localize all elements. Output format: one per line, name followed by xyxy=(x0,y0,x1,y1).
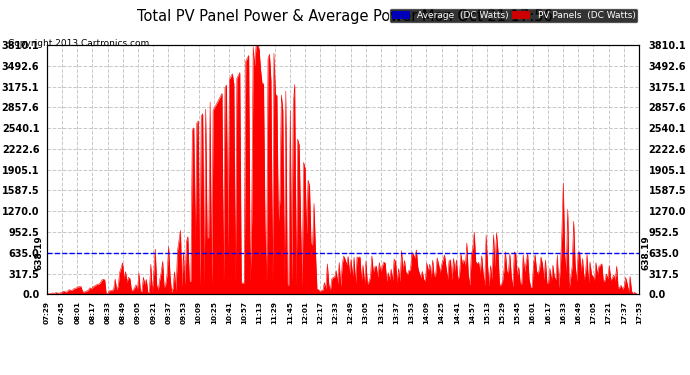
Text: Total PV Panel Power & Average Power Mon Oct 21 17:56: Total PV Panel Power & Average Power Mon… xyxy=(137,9,553,24)
Text: 638.19: 638.19 xyxy=(642,235,651,270)
Text: 638.19: 638.19 xyxy=(35,235,44,270)
Legend: Average  (DC Watts), PV Panels  (DC Watts): Average (DC Watts), PV Panels (DC Watts) xyxy=(389,8,638,22)
Text: Copyright 2013 Cartronics.com: Copyright 2013 Cartronics.com xyxy=(8,39,150,48)
